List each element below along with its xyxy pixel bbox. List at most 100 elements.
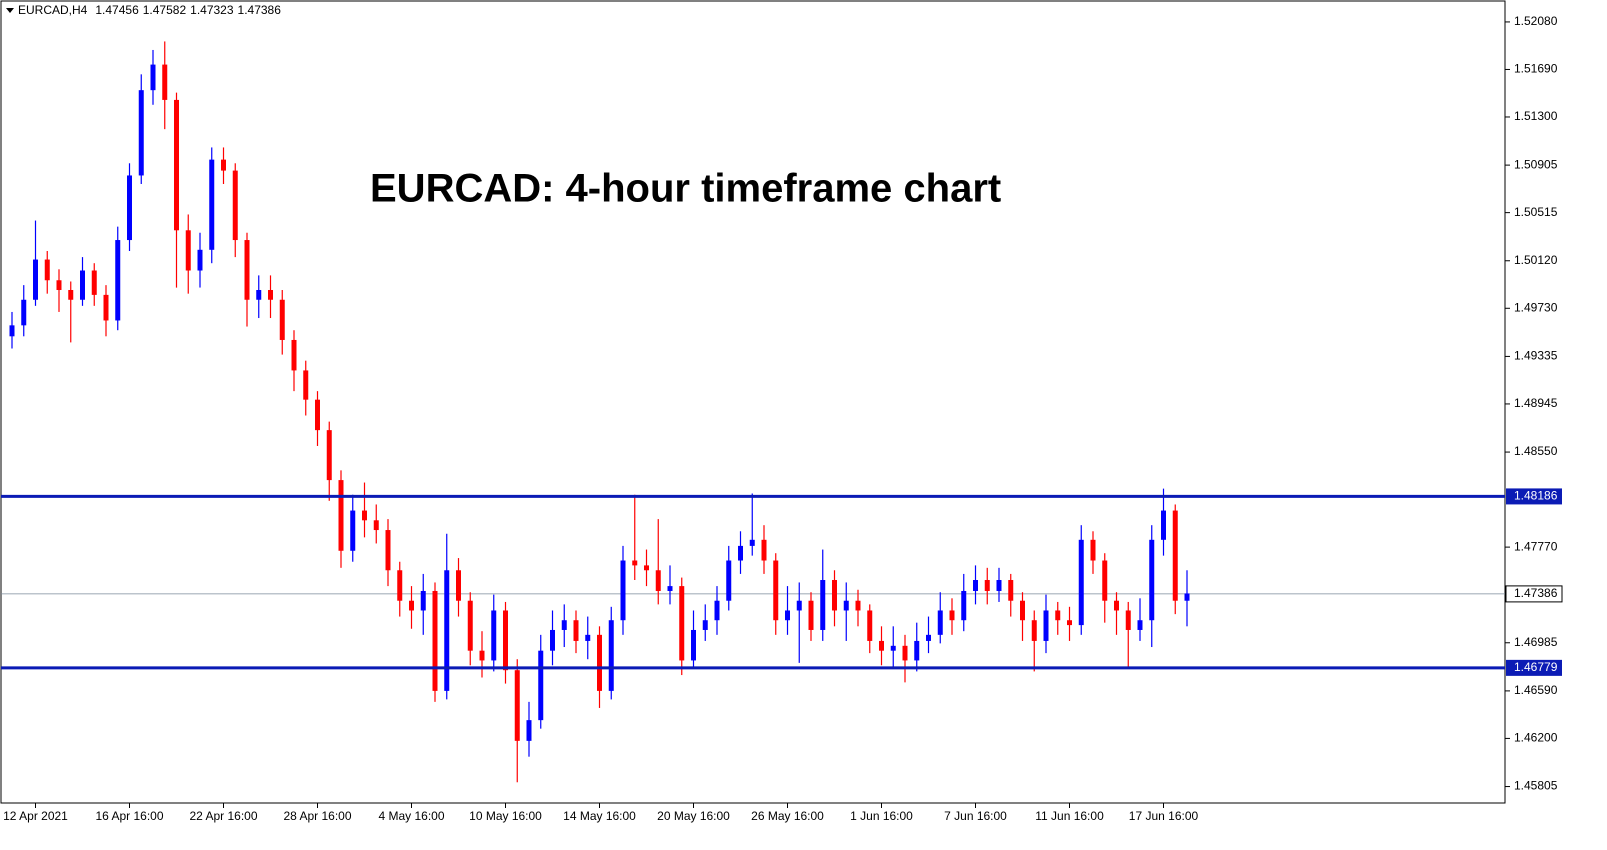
candle-body bbox=[550, 629, 555, 651]
y-tick-label: 1.48550 bbox=[1514, 444, 1558, 458]
candle-body bbox=[479, 650, 485, 661]
candle-body bbox=[185, 230, 191, 271]
candle-body bbox=[996, 580, 1002, 591]
candle-body bbox=[984, 580, 990, 591]
candle-body bbox=[749, 539, 755, 546]
candle-body bbox=[91, 270, 97, 295]
candle-body bbox=[315, 399, 320, 431]
x-tick-label: 10 May 16:00 bbox=[469, 809, 542, 823]
last-price-box bbox=[1505, 585, 1563, 603]
y-tick-label: 1.46590 bbox=[1514, 683, 1558, 697]
candle-body bbox=[1137, 620, 1143, 630]
candle-body bbox=[973, 580, 978, 591]
candle-body bbox=[632, 560, 638, 566]
candle-body bbox=[961, 590, 967, 621]
candle-body bbox=[373, 520, 379, 531]
candle-body bbox=[655, 570, 661, 591]
candle-body bbox=[467, 600, 473, 651]
y-tick-label: 1.48945 bbox=[1514, 396, 1558, 410]
y-tick-label: 1.49730 bbox=[1514, 300, 1558, 314]
candle-body bbox=[127, 175, 132, 241]
candle-body bbox=[902, 645, 908, 661]
candle-body bbox=[1161, 510, 1166, 540]
candle-body bbox=[409, 600, 414, 611]
candle-body bbox=[138, 90, 144, 176]
candle-body bbox=[291, 339, 297, 371]
candle-body bbox=[761, 539, 767, 561]
symbol-info: EURCAD,H4 bbox=[18, 3, 88, 17]
candle-body bbox=[362, 510, 367, 521]
candle-body bbox=[33, 259, 38, 300]
x-tick-label: 14 May 16:00 bbox=[563, 809, 636, 823]
x-tick-label: 11 Jun 16:00 bbox=[1035, 809, 1104, 823]
candle-body bbox=[538, 650, 544, 721]
y-tick-label: 1.51300 bbox=[1514, 109, 1558, 123]
candle-body bbox=[21, 299, 27, 326]
candle-body bbox=[420, 590, 426, 611]
candle-body bbox=[303, 370, 309, 400]
y-tick-label: 1.46200 bbox=[1514, 731, 1558, 745]
candle-body bbox=[926, 634, 931, 641]
candle-body bbox=[1067, 620, 1072, 626]
candle-body bbox=[937, 610, 943, 635]
ohlc-info: 1.47582 bbox=[143, 3, 187, 17]
candle-body bbox=[103, 294, 109, 321]
x-tick-label: 17 Jun 16:00 bbox=[1129, 809, 1199, 823]
candle-body bbox=[879, 640, 884, 651]
x-tick-label: 1 Jun 16:00 bbox=[850, 809, 913, 823]
candle-body bbox=[9, 325, 15, 337]
x-tick-label: 16 Apr 16:00 bbox=[95, 809, 163, 823]
candle-body bbox=[620, 560, 626, 621]
candle-body bbox=[867, 610, 873, 641]
candle-body bbox=[444, 570, 450, 691]
candle-body bbox=[1043, 610, 1049, 641]
y-tick-label: 1.51690 bbox=[1514, 62, 1558, 76]
candle-body bbox=[397, 570, 403, 601]
candle-body bbox=[56, 280, 62, 291]
candle-body bbox=[890, 645, 896, 651]
collapse-icon bbox=[6, 8, 14, 13]
candle-body bbox=[232, 170, 238, 241]
candle-body bbox=[726, 560, 732, 601]
x-tick-label: 7 Jun 16:00 bbox=[944, 809, 1007, 823]
candle-body bbox=[1008, 580, 1014, 601]
candle-body bbox=[1149, 539, 1155, 621]
candle-body bbox=[385, 530, 391, 571]
candle-body bbox=[679, 586, 685, 661]
ohlc-info: 1.47456 bbox=[95, 3, 139, 17]
candle-body bbox=[1020, 600, 1025, 621]
candle-body bbox=[1114, 600, 1119, 611]
chart-annotation: EURCAD: 4-hour timeframe chart bbox=[370, 167, 1001, 211]
candle-body bbox=[855, 600, 861, 611]
candle-body bbox=[432, 590, 438, 691]
plot-frame bbox=[0, 0, 1506, 804]
x-tick-label: 20 May 16:00 bbox=[657, 809, 730, 823]
y-tick-label: 1.50515 bbox=[1514, 205, 1558, 219]
candle-body bbox=[832, 580, 837, 611]
x-tick-label: 22 Apr 16:00 bbox=[189, 809, 257, 823]
candle-body bbox=[949, 610, 955, 621]
y-tick-label: 1.47770 bbox=[1514, 539, 1558, 553]
last-price-label: 1.47386 bbox=[1514, 586, 1558, 600]
candle-body bbox=[573, 620, 579, 641]
candle-body bbox=[197, 249, 203, 271]
candle-body bbox=[68, 290, 74, 300]
candle-body bbox=[808, 600, 814, 630]
candle-body bbox=[150, 64, 156, 91]
candle-body bbox=[667, 586, 673, 591]
candle-body bbox=[843, 600, 849, 611]
candle-body bbox=[796, 600, 802, 611]
candle-body bbox=[44, 259, 50, 281]
candle-body bbox=[1172, 510, 1178, 601]
candle-body bbox=[561, 620, 567, 630]
level-label-box bbox=[1506, 659, 1562, 676]
candle-body bbox=[279, 299, 285, 340]
x-tick-label: 26 May 16:00 bbox=[751, 809, 824, 823]
x-tick-label: 12 Apr 2021 bbox=[3, 809, 68, 823]
y-tick-label: 1.52080 bbox=[1514, 14, 1558, 28]
level-label: 1.46779 bbox=[1514, 660, 1558, 674]
candle-body bbox=[1078, 539, 1084, 626]
candle-body bbox=[174, 99, 179, 231]
candle-body bbox=[491, 610, 497, 661]
